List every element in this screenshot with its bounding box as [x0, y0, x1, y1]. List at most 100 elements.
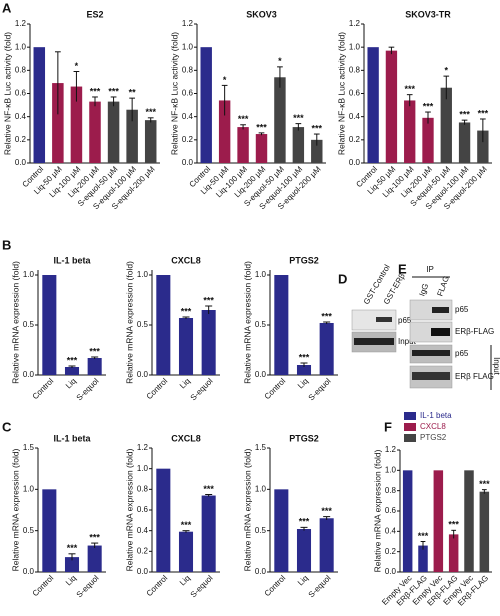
y-tick-label: 0.8 [385, 486, 397, 495]
bar [87, 545, 102, 572]
y-tick-label: 0.4 [349, 112, 361, 121]
x-tick-label: Control [145, 376, 170, 401]
y-tick-label: 1.2 [137, 443, 149, 452]
legend-swatch [404, 434, 416, 442]
y-tick-label: 0.2 [182, 135, 194, 144]
significance: * [278, 56, 282, 66]
significance: *** [423, 101, 434, 111]
x-tick-label: S-equol [189, 573, 215, 599]
x-tick-label: Liq [296, 377, 310, 391]
blot-band [354, 338, 394, 345]
significance: *** [479, 479, 490, 489]
significance: *** [67, 355, 78, 365]
bar [448, 534, 459, 572]
bar [319, 323, 334, 375]
bar [296, 529, 312, 572]
y-tick-label: 0.8 [15, 65, 27, 74]
bar [64, 367, 80, 375]
significance: *** [181, 306, 192, 316]
legend-swatch [404, 412, 416, 420]
y-tick-label: 1.5 [255, 443, 267, 452]
significance: *** [90, 86, 101, 96]
bar [237, 127, 249, 163]
y-tick-label: 0.0 [385, 567, 397, 576]
bar [107, 101, 120, 163]
significance: * [223, 75, 227, 85]
blot-band [432, 307, 449, 313]
y-tick-label: 1.0 [255, 270, 267, 279]
significance: *** [404, 84, 415, 94]
significance: * [75, 61, 79, 71]
significance: *** [299, 517, 310, 527]
y-tick-label: 0.6 [385, 506, 397, 515]
chart-title: CXCL8 [171, 255, 201, 265]
y-tick-label: 0.0 [23, 567, 35, 576]
significance: *** [321, 506, 332, 516]
y-tick-label: 0.2 [385, 547, 397, 556]
y-axis-label: Relative mRNA expression (fold) [124, 261, 134, 384]
significance: *** [293, 113, 304, 123]
y-tick-label: 1.0 [15, 42, 27, 51]
y-tick-label: 0.8 [137, 484, 149, 493]
blot-band [409, 299, 453, 321]
row-label: p65 [398, 316, 412, 325]
bar [178, 531, 194, 572]
bar [274, 489, 289, 572]
y-tick-label: 0.4 [385, 526, 397, 535]
bar [201, 310, 216, 375]
bar [42, 489, 57, 572]
y-axis-label: Relative NF-κB Luc activity (fold) [336, 32, 346, 155]
y-tick-label: 0.0 [182, 158, 194, 167]
y-tick-label: 1.0 [137, 464, 149, 473]
y-tick-label: 0.0 [255, 370, 267, 379]
x-tick-label: S-equol [307, 573, 333, 599]
significance: * [445, 66, 449, 76]
y-axis-label: Relative mRNA expression (fold) [372, 449, 382, 572]
x-tick-label: Liq [296, 574, 310, 588]
y-tick-label: 1.2 [182, 19, 194, 28]
bar [458, 122, 471, 163]
x-tick-label: Liq [64, 574, 78, 588]
lane-label: FLAG [435, 275, 451, 298]
bar [201, 495, 216, 572]
y-tick-label: 0.2 [137, 546, 149, 555]
x-tick-label: Control [31, 573, 56, 598]
bar [70, 86, 83, 163]
y-tick-label: 0.8 [182, 65, 194, 74]
x-tick-label: Control [263, 376, 288, 401]
chart-title: PTGS2 [289, 433, 319, 443]
y-axis-label: Relative mRNA expression (fold) [10, 261, 20, 384]
bar [52, 83, 64, 163]
y-tick-label: 0.2 [15, 135, 27, 144]
significance: *** [312, 123, 323, 133]
y-tick-label: 0.0 [137, 370, 149, 379]
y-tick-label: 1.0 [255, 484, 267, 493]
bar [87, 358, 102, 375]
y-tick-label: 0.2 [349, 135, 361, 144]
significance: *** [181, 520, 192, 530]
significance: *** [459, 110, 470, 120]
y-tick-label: 0.5 [255, 526, 267, 535]
chart-title: PTGS2 [289, 255, 319, 265]
x-tick-label: Control [31, 376, 56, 401]
bar [433, 470, 444, 572]
chart-title: CXCL8 [171, 433, 201, 443]
significance: *** [203, 295, 214, 305]
x-tick-label: Liq [64, 377, 78, 391]
bar [255, 134, 268, 163]
y-tick-label: 0.6 [137, 505, 149, 514]
legend-swatch [404, 423, 416, 431]
y-tick-label: 1.0 [385, 465, 397, 474]
significance: *** [89, 532, 100, 542]
y-tick-label: 0.0 [15, 158, 27, 167]
y-tick-label: 0.6 [15, 89, 27, 98]
blot-band [431, 328, 450, 336]
chart-title: IL-1 beta [53, 255, 91, 265]
significance: *** [89, 346, 100, 356]
row-label: Input [398, 337, 417, 346]
bar [42, 275, 57, 375]
significance: ** [129, 88, 137, 98]
row-label: ERβ FLAG [455, 372, 494, 381]
y-tick-label: 0.0 [23, 370, 35, 379]
x-tick-label: S-equol [75, 573, 101, 599]
